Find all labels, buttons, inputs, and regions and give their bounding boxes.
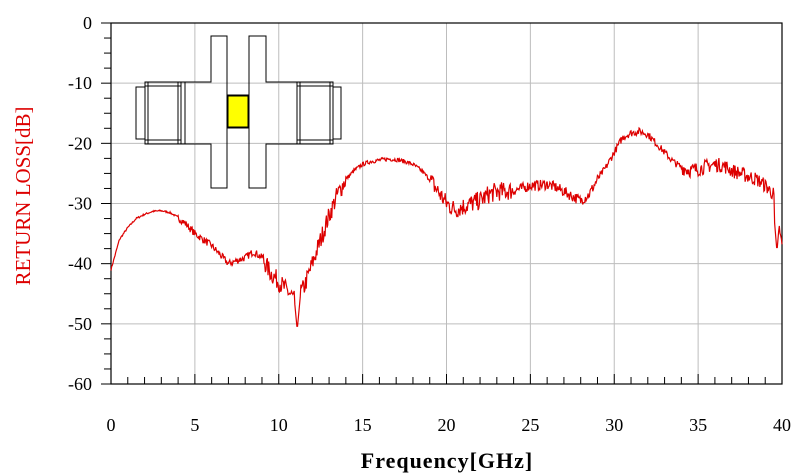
y-tick-labels: 0 -10 -20 -30 -40 -50 -60: [68, 13, 92, 394]
x-tick-label: 25: [521, 415, 539, 435]
connector-cross-section-icon: [135, 35, 342, 189]
x-tick-label: 30: [605, 415, 623, 435]
x-tick-label: 5: [190, 415, 199, 435]
x-tick-label: 10: [270, 415, 288, 435]
x-axis-label: Frequency[GHz]: [361, 448, 533, 473]
x-tick-label: 0: [107, 415, 116, 435]
x-tick-label: 35: [689, 415, 707, 435]
y-tick-label: -50: [68, 314, 92, 334]
minor-ticks: [101, 22, 783, 385]
grid-lines: [111, 23, 782, 384]
series-line-return-loss: [110, 126, 783, 327]
x-tick-label: 40: [773, 415, 791, 435]
x-tick-label: 15: [354, 415, 372, 435]
y-tick-label: 0: [83, 13, 92, 33]
y-tick-label: -30: [68, 194, 92, 214]
x-tick-label: 20: [438, 415, 456, 435]
y-tick-label: -40: [68, 254, 92, 274]
dielectric-insert: [227, 95, 249, 128]
x-tick-labels: 0 5 10 15 20 25 30 35 40: [107, 415, 792, 435]
y-tick-label: -20: [68, 133, 92, 153]
y-tick-label: -10: [68, 73, 92, 93]
y-tick-label: -60: [68, 374, 92, 394]
y-axis-label: RETURN LOSS[dB]: [11, 106, 35, 285]
